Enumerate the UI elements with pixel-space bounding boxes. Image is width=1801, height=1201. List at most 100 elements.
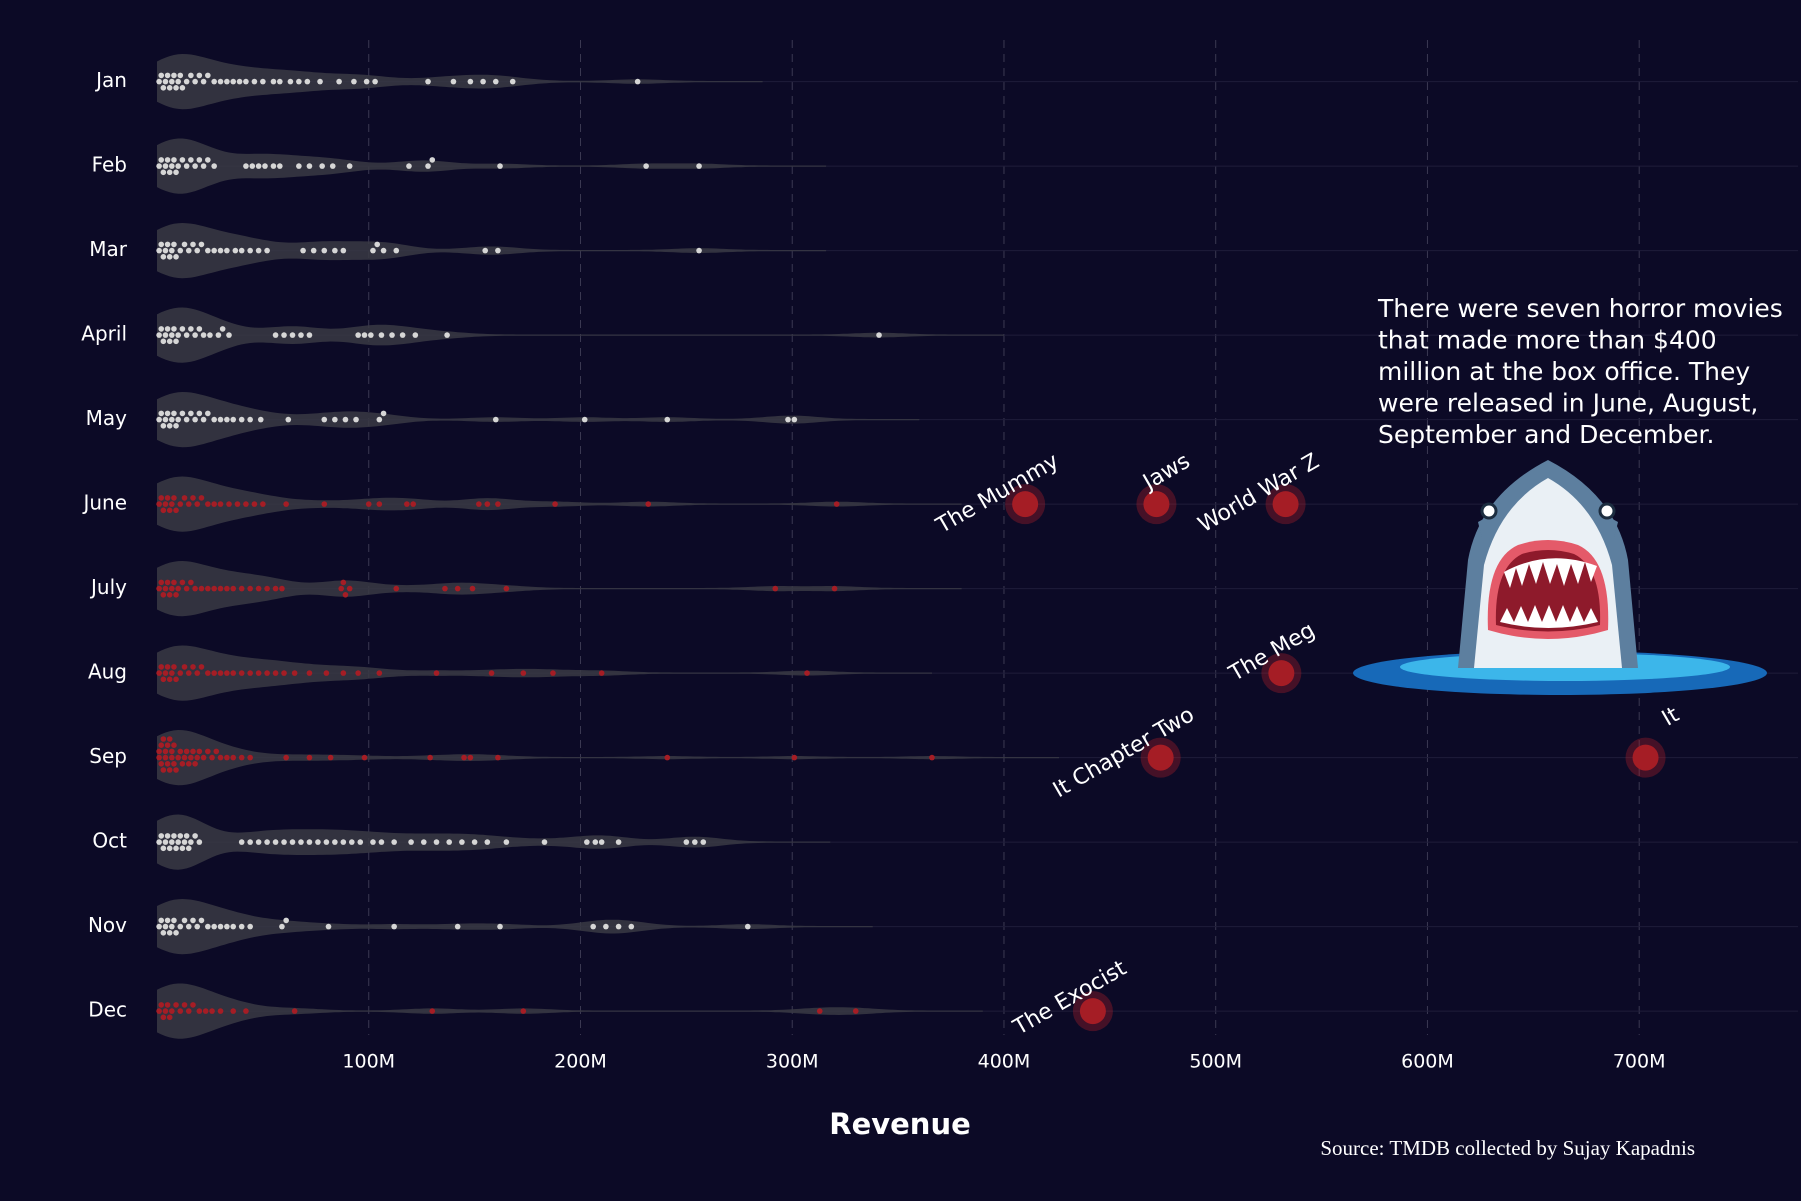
data-point [306, 754, 313, 761]
data-point [194, 754, 201, 761]
data-point [325, 923, 332, 930]
data-point [196, 157, 203, 163]
data-point [179, 326, 186, 332]
data-point [791, 754, 798, 761]
data-point [482, 247, 489, 254]
data-point [169, 332, 175, 338]
data-point [353, 416, 359, 423]
data-point [346, 585, 353, 592]
violin [157, 223, 827, 279]
data-point [156, 754, 162, 761]
data-point [230, 416, 237, 423]
data-point [188, 754, 194, 761]
data-point [370, 839, 376, 845]
data-point [158, 410, 165, 417]
data-point [164, 917, 171, 924]
data-point [171, 761, 177, 767]
data-point [664, 754, 671, 761]
data-point [298, 332, 304, 338]
data-point [162, 670, 169, 676]
data-point [194, 923, 201, 930]
data-point [696, 247, 702, 254]
data-point [217, 754, 224, 761]
data-point [408, 839, 414, 845]
data-point [162, 416, 169, 423]
data-point [166, 253, 173, 260]
data-point [247, 670, 253, 676]
data-point [164, 241, 171, 248]
data-point [283, 754, 289, 761]
data-point [185, 247, 192, 254]
violin-layer [157, 54, 1059, 1039]
data-point [162, 923, 169, 930]
data-point [166, 767, 173, 773]
data-point [164, 664, 171, 670]
data-point [179, 761, 186, 767]
data-point [188, 72, 194, 79]
y-tick-label: Dec [88, 998, 127, 1022]
data-point [211, 923, 217, 930]
data-point [696, 163, 702, 169]
data-point [310, 247, 317, 254]
data-point [169, 670, 175, 676]
data-point [272, 839, 279, 845]
data-point [791, 416, 798, 423]
shark-lower-teeth [1500, 605, 1598, 628]
y-tick-label: April [81, 322, 127, 346]
data-point [192, 163, 198, 169]
data-point [173, 930, 179, 936]
data-point [372, 78, 378, 85]
data-point [190, 241, 196, 248]
data-point [173, 253, 179, 260]
data-point [603, 923, 609, 930]
data-point [581, 416, 588, 423]
annotation-line: that made more than $400 [1378, 326, 1717, 355]
data-point [243, 163, 249, 169]
violin [157, 983, 983, 1039]
violin [157, 307, 1004, 363]
data-point [177, 923, 184, 930]
data-point [541, 839, 548, 845]
data-point [234, 501, 241, 507]
data-point [205, 923, 211, 930]
data-point [590, 923, 596, 930]
violin [157, 645, 932, 701]
data-point [192, 585, 198, 592]
data-point [169, 416, 175, 423]
data-point [219, 326, 226, 332]
x-tick-label: 200M [554, 1051, 607, 1073]
data-point [207, 332, 213, 338]
data-point [361, 332, 368, 338]
data-point [323, 670, 330, 676]
data-point [162, 585, 169, 592]
violin [157, 899, 873, 955]
data-point [425, 163, 431, 169]
data-point [162, 247, 169, 254]
data-point [158, 664, 165, 670]
data-point [279, 585, 285, 592]
data-point [183, 416, 190, 423]
data-point [217, 247, 224, 254]
data-point [598, 839, 605, 845]
data-point [634, 78, 641, 85]
data-point [393, 247, 400, 254]
data-point [450, 78, 457, 85]
data-point [175, 839, 181, 845]
data-point [393, 585, 400, 592]
data-point [162, 754, 169, 761]
highlight-point [1268, 660, 1295, 687]
data-point [173, 338, 179, 345]
x-tick-label: 600M [1401, 1051, 1454, 1073]
y-tick-label: Jan [94, 68, 127, 92]
data-point [217, 670, 224, 676]
data-point [287, 78, 294, 85]
data-point [171, 241, 177, 248]
data-point [300, 247, 306, 254]
data-point [200, 332, 207, 338]
data-point [319, 163, 325, 169]
data-point [158, 1002, 165, 1008]
data-point [264, 839, 270, 845]
data-point [298, 839, 304, 845]
data-point [173, 423, 179, 429]
data-point [283, 501, 289, 507]
